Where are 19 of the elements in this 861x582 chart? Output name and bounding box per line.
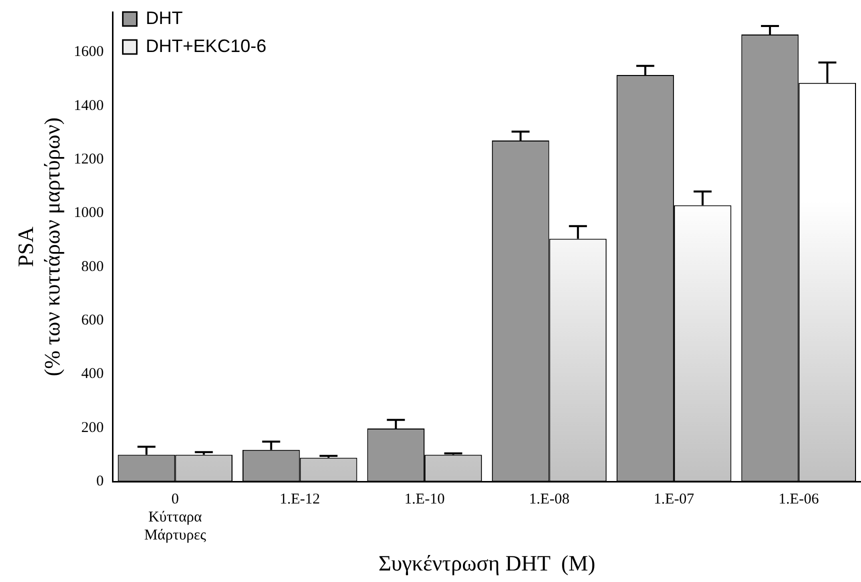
y-tick-label: 1600 [74,44,104,60]
y-tick-label: 0 [96,474,104,490]
x-tick-label: 1.E-08 [529,492,570,508]
x-tick-label: 1.E-10 [404,492,445,508]
x-tick-label: 1.E-07 [654,492,695,508]
y-tick-label: 800 [81,258,104,275]
x-tick-label: 0 Κύτταρα Μάρτυρες [144,492,206,544]
y-tick-label: 200 [81,420,104,436]
x-tick-label: 1.E-06 [778,492,820,508]
y-tick-label: 400 [81,366,104,382]
y-axis-title: PSA (% των κυττάρων μαρτύρων) [12,117,64,376]
y-tick-label: 1200 [74,152,104,168]
y-tick-label: 1000 [74,205,104,222]
x-axis-title: Συγκέντρωση DHT (M) [378,550,596,576]
legend-label: DHT+EKC10-6 [146,36,266,56]
y-tick-label: 600 [81,312,104,329]
x-tick-label: 1.E-12 [280,492,320,508]
y-tick-label: 1400 [74,98,104,114]
legend-label: DHT [146,8,183,28]
